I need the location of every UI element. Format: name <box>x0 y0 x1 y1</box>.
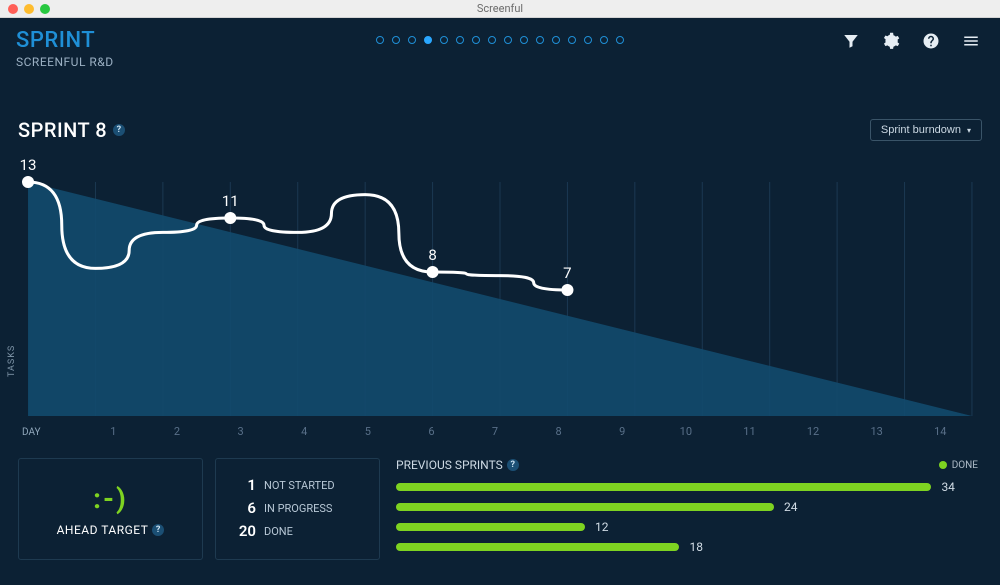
previous-sprint-value: 12 <box>595 520 609 534</box>
brand-block: SPRINT SCREENFUL R&D <box>16 28 114 69</box>
previous-sprint-bar-row: 18 <box>396 540 978 554</box>
previous-sprint-bar <box>396 523 585 531</box>
x-axis-ticks: 1234567891011121314 <box>28 425 972 438</box>
x-tick: 13 <box>845 425 909 438</box>
y-axis-label: TASKS <box>7 345 17 377</box>
pager-dot[interactable] <box>616 36 624 44</box>
x-tick: 1 <box>82 425 146 438</box>
pager-dot[interactable] <box>488 36 496 44</box>
filter-icon[interactable] <box>842 32 860 54</box>
pager-dot[interactable] <box>536 36 544 44</box>
count-row: 1 NOT STARTED <box>230 476 365 494</box>
status-label-text: AHEAD TARGET <box>57 523 149 537</box>
mac-titlebar: Screenful <box>0 0 1000 18</box>
sprint-title: SPRINT 8 ? <box>18 118 125 142</box>
count-label: DONE <box>264 525 293 538</box>
chart-type-dropdown[interactable]: Sprint burndown ▾ <box>870 119 982 141</box>
legend-label: DONE <box>952 460 978 471</box>
previous-sprints-panel: PREVIOUS SPRINTS ? DONE 34 24 12 18 <box>392 458 982 560</box>
done-legend: DONE <box>939 460 978 471</box>
count-value: 20 <box>230 522 256 540</box>
previous-sprint-bar-row: 12 <box>396 520 978 534</box>
x-tick: 14 <box>908 425 972 438</box>
pager-dot[interactable] <box>584 36 592 44</box>
svg-text:8: 8 <box>428 246 436 264</box>
help-icon[interactable] <box>922 32 940 54</box>
pager-dot[interactable] <box>520 36 528 44</box>
x-tick: 8 <box>527 425 591 438</box>
previous-sprint-value: 18 <box>689 540 703 554</box>
x-tick: 9 <box>590 425 654 438</box>
previous-sprint-bar-row: 24 <box>396 500 978 514</box>
x-tick: 2 <box>145 425 209 438</box>
svg-text:11: 11 <box>222 192 239 210</box>
help-dot-icon[interactable]: ? <box>113 124 125 136</box>
x-tick: 6 <box>400 425 464 438</box>
menu-icon[interactable] <box>962 32 980 54</box>
previous-sprint-bar <box>396 503 774 511</box>
pager-dot[interactable] <box>376 36 384 44</box>
brand-subtitle: SCREENFUL R&D <box>16 55 114 69</box>
previous-sprint-value: 24 <box>784 500 798 514</box>
brand-title: SPRINT <box>16 28 114 53</box>
pager-dot[interactable] <box>456 36 464 44</box>
chevron-down-icon: ▾ <box>967 126 971 135</box>
burndown-chart: TASKS 131187 DAY 1234567891011121314 <box>18 152 982 442</box>
count-row: 6 IN PROGRESS <box>230 499 365 517</box>
dropdown-label: Sprint burndown <box>881 124 961 136</box>
help-dot-icon[interactable]: ? <box>152 524 164 536</box>
previous-sprint-bar <box>396 543 679 551</box>
legend-bullet-icon <box>939 461 947 469</box>
count-label: IN PROGRESS <box>264 502 332 515</box>
x-tick: 7 <box>463 425 527 438</box>
pager-dot[interactable] <box>552 36 560 44</box>
pager-dot[interactable] <box>392 36 400 44</box>
svg-text:13: 13 <box>20 156 37 174</box>
counts-panel: 1 NOT STARTED 6 IN PROGRESS 20 DONE <box>215 458 380 560</box>
x-tick: 5 <box>336 425 400 438</box>
x-tick: 10 <box>654 425 718 438</box>
count-row: 20 DONE <box>230 522 365 540</box>
previous-sprint-bar <box>396 483 931 491</box>
pager-dot[interactable] <box>472 36 480 44</box>
sprint-title-text: SPRINT 8 <box>18 118 107 142</box>
x-tick: 3 <box>209 425 273 438</box>
previous-sprint-bar-row: 34 <box>396 480 978 494</box>
help-dot-icon[interactable]: ? <box>507 459 519 471</box>
x-tick: 11 <box>718 425 782 438</box>
status-emoji: :-) <box>93 482 128 515</box>
previous-sprints-title: PREVIOUS SPRINTS <box>396 458 503 472</box>
pager-dot[interactable] <box>424 36 432 44</box>
pager-dot[interactable] <box>408 36 416 44</box>
pager-dot[interactable] <box>440 36 448 44</box>
pager-dots[interactable] <box>376 36 624 44</box>
pager-dot[interactable] <box>568 36 576 44</box>
pager-dot[interactable] <box>504 36 512 44</box>
status-label: AHEAD TARGET ? <box>57 523 165 537</box>
previous-sprint-value: 34 <box>941 480 955 494</box>
count-label: NOT STARTED <box>264 479 335 492</box>
x-tick: 4 <box>272 425 336 438</box>
chart-svg: 131187 <box>18 152 982 442</box>
pager-dot[interactable] <box>600 36 608 44</box>
gear-icon[interactable] <box>882 32 900 54</box>
x-tick: 12 <box>781 425 845 438</box>
svg-text:7: 7 <box>563 264 571 282</box>
count-value: 6 <box>230 499 256 517</box>
window-title: Screenful <box>0 2 1000 15</box>
status-panel: :-) AHEAD TARGET ? <box>18 458 203 560</box>
count-value: 1 <box>230 476 256 494</box>
